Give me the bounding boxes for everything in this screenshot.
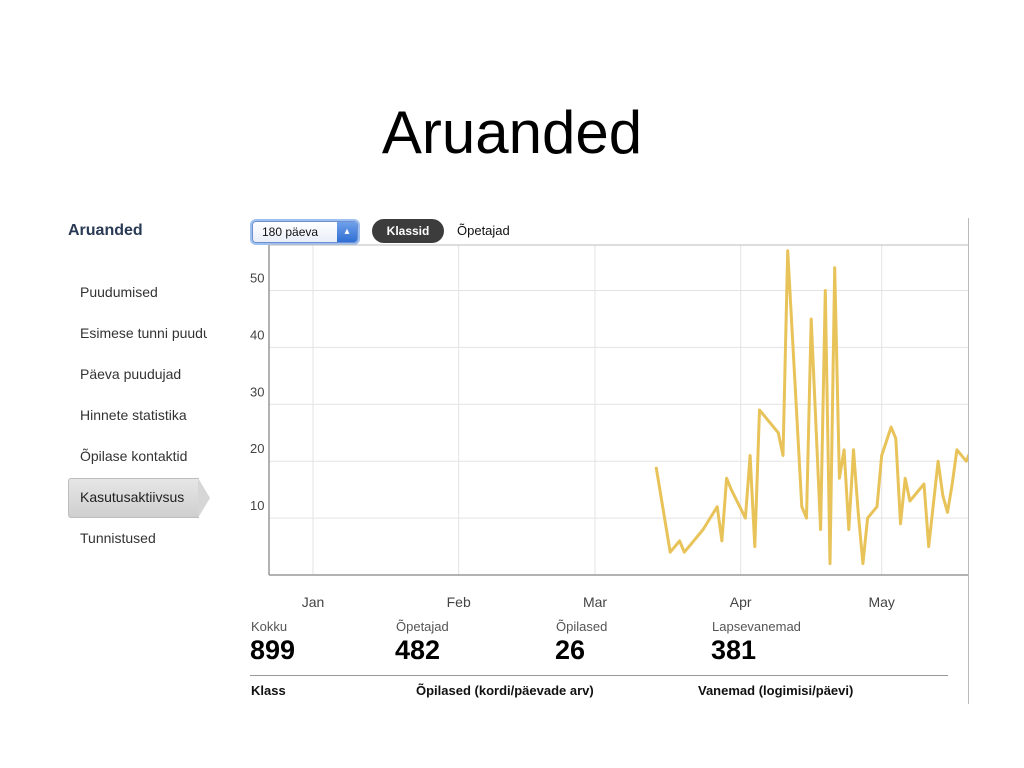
column-header-class[interactable]: Klass (251, 683, 286, 698)
stat-parents-value: 381 (711, 635, 757, 665)
x-tick-label: Feb (447, 594, 471, 610)
x-tick-label: May (868, 594, 894, 610)
sidebar-item-paeva-puudujad[interactable]: Päeva puudujad (80, 366, 182, 382)
stat-total-label: Kokku (251, 619, 288, 634)
sidebar-item-label-active[interactable]: Kasutusaktiivsus (80, 489, 185, 505)
stat-teachers-label: Õpetajad (396, 619, 449, 634)
sidebar-heading: Aruanded (68, 222, 143, 239)
y-tick-label: 10 (250, 498, 264, 513)
sidebar-item-opilase-kontaktid[interactable]: Õpilase kontaktid (80, 448, 188, 464)
x-tick-label: Jan (302, 594, 325, 610)
x-tick-label: Apr (730, 594, 752, 610)
updown-arrows-icon: ▴ (337, 222, 357, 242)
sidebar-item-tunnistused[interactable]: Tunnistused (80, 530, 156, 546)
sidebar-item-puudumised[interactable]: Puudumised (80, 284, 158, 300)
x-tick-label: Mar (583, 594, 607, 610)
stat-students-value: 26 (555, 635, 586, 665)
usage-line-chart: 10 20 30 40 50 Jan Feb Mar Apr May (250, 244, 968, 610)
y-tick-label: 20 (250, 441, 264, 456)
column-header-parents[interactable]: Vanemad (logimisi/päevi) (698, 683, 854, 698)
slide-title: Aruanded (381, 99, 643, 166)
y-tick-label: 30 (250, 384, 264, 399)
sidebar-item-hinnete-statistika[interactable]: Hinnete statistika (80, 407, 187, 423)
sidebar-item-kasutusaktiivsus[interactable] (68, 478, 199, 518)
column-header-students[interactable]: Õpilased (kordi/päevade arv) (416, 683, 594, 698)
stat-parents-label: Lapsevanemad (712, 619, 801, 634)
active-arrow-indicator (198, 478, 210, 518)
y-tick-label: 50 (250, 271, 264, 286)
range-select-value: 180 päeva (262, 225, 319, 239)
stat-teachers-value: 482 (395, 635, 441, 665)
stat-students-label: Õpilased (556, 619, 608, 634)
table-divider (250, 675, 948, 676)
series-line (654, 249, 968, 566)
content-right-border (968, 218, 969, 704)
tab-opetajad[interactable]: Õpetajad (457, 223, 510, 238)
stat-total-value: 899 (250, 635, 296, 665)
sidebar-item-esimese-tunni[interactable]: Esimese tunni puudujad (80, 325, 207, 341)
tab-klassid[interactable]: Klassid (372, 219, 444, 243)
range-select[interactable]: 180 päeva ▴ (252, 221, 358, 243)
y-tick-label: 40 (250, 327, 264, 342)
